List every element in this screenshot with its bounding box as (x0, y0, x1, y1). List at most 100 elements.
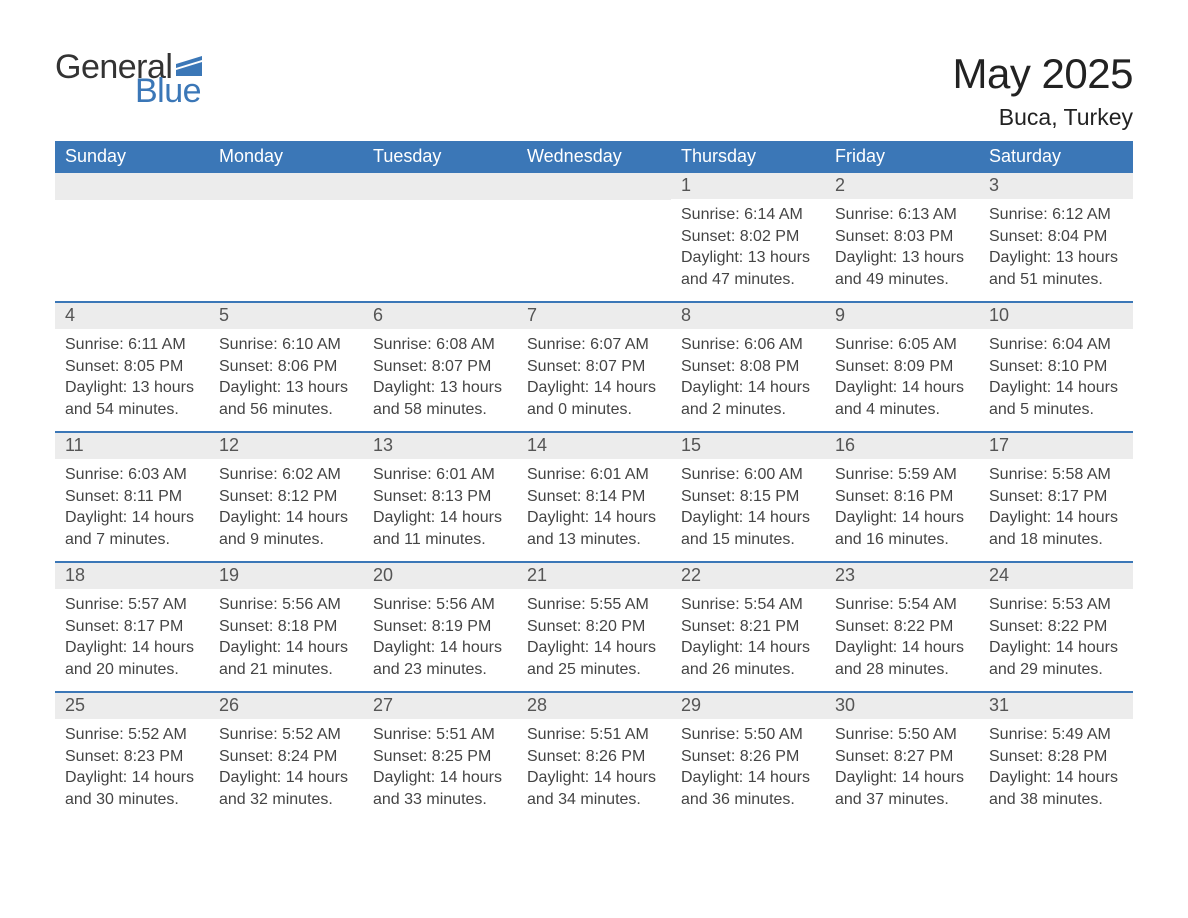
day-data: Sunrise: 6:01 AMSunset: 8:14 PMDaylight:… (517, 459, 671, 560)
daylight-line: Daylight: 14 hours and 26 minutes. (681, 637, 815, 680)
calendar-day: 7Sunrise: 6:07 AMSunset: 8:07 PMDaylight… (517, 303, 671, 431)
sunrise-line: Sunrise: 5:59 AM (835, 464, 969, 486)
calendar-day: 15Sunrise: 6:00 AMSunset: 8:15 PMDayligh… (671, 433, 825, 561)
day-data: Sunrise: 5:53 AMSunset: 8:22 PMDaylight:… (979, 589, 1133, 690)
day-data: Sunrise: 5:49 AMSunset: 8:28 PMDaylight:… (979, 719, 1133, 820)
sunset-line: Sunset: 8:04 PM (989, 226, 1123, 248)
calendar-day: 5Sunrise: 6:10 AMSunset: 8:06 PMDaylight… (209, 303, 363, 431)
day-data: Sunrise: 6:08 AMSunset: 8:07 PMDaylight:… (363, 329, 517, 430)
day-data: Sunrise: 6:05 AMSunset: 8:09 PMDaylight:… (825, 329, 979, 430)
daylight-line: Daylight: 14 hours and 38 minutes. (989, 767, 1123, 810)
day-data: Sunrise: 5:58 AMSunset: 8:17 PMDaylight:… (979, 459, 1133, 560)
sunset-line: Sunset: 8:21 PM (681, 616, 815, 638)
calendar-week: 1Sunrise: 6:14 AMSunset: 8:02 PMDaylight… (55, 173, 1133, 301)
sunset-line: Sunset: 8:26 PM (527, 746, 661, 768)
calendar-day: 31Sunrise: 5:49 AMSunset: 8:28 PMDayligh… (979, 693, 1133, 821)
daylight-line: Daylight: 14 hours and 5 minutes. (989, 377, 1123, 420)
calendar-week: 4Sunrise: 6:11 AMSunset: 8:05 PMDaylight… (55, 301, 1133, 431)
sunrise-line: Sunrise: 5:52 AM (219, 724, 353, 746)
daylight-line: Daylight: 14 hours and 4 minutes. (835, 377, 969, 420)
day-number: 13 (363, 433, 517, 459)
daylight-line: Daylight: 14 hours and 21 minutes. (219, 637, 353, 680)
calendar-day (209, 173, 363, 301)
daylight-line: Daylight: 13 hours and 54 minutes. (65, 377, 199, 420)
calendar-day: 16 Sunrise: 5:59 AMSunset: 8:16 PMDayligh… (825, 433, 979, 561)
day-data: Sunrise: 6:06 AMSunset: 8:08 PMDaylight:… (671, 329, 825, 430)
sunrise-line: Sunrise: 5:54 AM (835, 594, 969, 616)
sunrise-line: Sunrise: 5:50 AM (681, 724, 815, 746)
sunrise-line: Sunrise: 5:52 AM (65, 724, 199, 746)
day-data: Sunrise: 5:54 AMSunset: 8:21 PMDaylight:… (671, 589, 825, 690)
sunset-line: Sunset: 8:13 PM (373, 486, 507, 508)
day-number: 27 (363, 693, 517, 719)
day-number: 23 (825, 563, 979, 589)
sunrise-line: Sunrise: 5:51 AM (373, 724, 507, 746)
calendar-day (517, 173, 671, 301)
daylight-line: Daylight: 13 hours and 47 minutes. (681, 247, 815, 290)
daylight-line: Daylight: 14 hours and 15 minutes. (681, 507, 815, 550)
calendar-day: 4Sunrise: 6:11 AMSunset: 8:05 PMDaylight… (55, 303, 209, 431)
weekday-header: Sunday (55, 141, 209, 173)
day-data: Sunrise: 6:00 AMSunset: 8:15 PMDaylight:… (671, 459, 825, 560)
daylight-line: Daylight: 14 hours and 25 minutes. (527, 637, 661, 680)
day-data: Sunrise: 5:51 AMSunset: 8:25 PMDaylight:… (363, 719, 517, 820)
sunrise-line: Sunrise: 6:02 AM (219, 464, 353, 486)
sunset-line: Sunset: 8:09 PM (835, 356, 969, 378)
calendar-day: 22Sunrise: 5:54 AMSunset: 8:21 PMDayligh… (671, 563, 825, 691)
daylight-line: Daylight: 14 hours and 32 minutes. (219, 767, 353, 810)
day-number: 29 (671, 693, 825, 719)
day-number: 4 (55, 303, 209, 329)
calendar-day: 3Sunrise: 6:12 AMSunset: 8:04 PMDaylight… (979, 173, 1133, 301)
calendar-day (55, 173, 209, 301)
sunrise-line: Sunrise: 5:56 AM (219, 594, 353, 616)
sunset-line: Sunset: 8:03 PM (835, 226, 969, 248)
sunrise-line: Sunrise: 6:11 AM (65, 334, 199, 356)
calendar-day: 20Sunrise: 5:56 AMSunset: 8:19 PMDayligh… (363, 563, 517, 691)
calendar-day (363, 173, 517, 301)
daylight-line: Daylight: 13 hours and 56 minutes. (219, 377, 353, 420)
day-data: Sunrise: 6:11 AMSunset: 8:05 PMDaylight:… (55, 329, 209, 430)
daylight-line: Daylight: 14 hours and 2 minutes. (681, 377, 815, 420)
day-data: Sunrise: 6:01 AMSunset: 8:13 PMDaylight:… (363, 459, 517, 560)
calendar-week: 18Sunrise: 5:57 AMSunset: 8:17 PMDayligh… (55, 561, 1133, 691)
sunset-line: Sunset: 8:12 PM (219, 486, 353, 508)
daylight-line: Daylight: 14 hours and 37 minutes. (835, 767, 969, 810)
day-data: Sunrise: 5:55 AMSunset: 8:20 PMDaylight:… (517, 589, 671, 690)
day-data: Sunrise: 5:51 AMSunset: 8:26 PMDaylight:… (517, 719, 671, 820)
day-data: Sunrise: 6:02 AMSunset: 8:12 PMDaylight:… (209, 459, 363, 560)
sunset-line: Sunset: 8:25 PM (373, 746, 507, 768)
day-number: 24 (979, 563, 1133, 589)
weekday-header: Saturday (979, 141, 1133, 173)
sunrise-line: Sunrise: 6:13 AM (835, 204, 969, 226)
calendar-day: 8Sunrise: 6:06 AMSunset: 8:08 PMDaylight… (671, 303, 825, 431)
calendar-day: 24Sunrise: 5:53 AMSunset: 8:22 PMDayligh… (979, 563, 1133, 691)
daylight-line: Daylight: 13 hours and 58 minutes. (373, 377, 507, 420)
calendar-day: 1Sunrise: 6:14 AMSunset: 8:02 PMDaylight… (671, 173, 825, 301)
sunrise-line: Sunrise: 6:10 AM (219, 334, 353, 356)
weekday-header: Tuesday (363, 141, 517, 173)
sunset-line: Sunset: 8:16 PM (835, 486, 969, 508)
weekday-header-row: SundayMondayTuesdayWednesdayThursdayFrid… (55, 141, 1133, 173)
day-number: 26 (209, 693, 363, 719)
day-number: 18 (55, 563, 209, 589)
day-number: 19 (209, 563, 363, 589)
sunset-line: Sunset: 8:07 PM (373, 356, 507, 378)
day-data: Sunrise: 5:54 AMSunset: 8:22 PMDaylight:… (825, 589, 979, 690)
day-number: 16 (825, 433, 979, 459)
daylight-line: Daylight: 14 hours and 9 minutes. (219, 507, 353, 550)
sunset-line: Sunset: 8:17 PM (989, 486, 1123, 508)
day-data: Sunrise: 5:56 AMSunset: 8:18 PMDaylight:… (209, 589, 363, 690)
day-number: 8 (671, 303, 825, 329)
calendar-day: 21Sunrise: 5:55 AMSunset: 8:20 PMDayligh… (517, 563, 671, 691)
sunrise-line: Sunrise: 5:58 AM (989, 464, 1123, 486)
daylight-line: Daylight: 14 hours and 16 minutes. (835, 507, 969, 550)
day-number: 11 (55, 433, 209, 459)
daylight-line: Daylight: 14 hours and 7 minutes. (65, 507, 199, 550)
sunset-line: Sunset: 8:22 PM (989, 616, 1123, 638)
day-data: Sunrise: 5:57 AMSunset: 8:17 PMDaylight:… (55, 589, 209, 690)
sunrise-line: Sunrise: 6:03 AM (65, 464, 199, 486)
calendar-day: 14Sunrise: 6:01 AMSunset: 8:14 PMDayligh… (517, 433, 671, 561)
daylight-line: Daylight: 14 hours and 30 minutes. (65, 767, 199, 810)
sunrise-line: Sunrise: 6:01 AM (373, 464, 507, 486)
sunset-line: Sunset: 8:19 PM (373, 616, 507, 638)
